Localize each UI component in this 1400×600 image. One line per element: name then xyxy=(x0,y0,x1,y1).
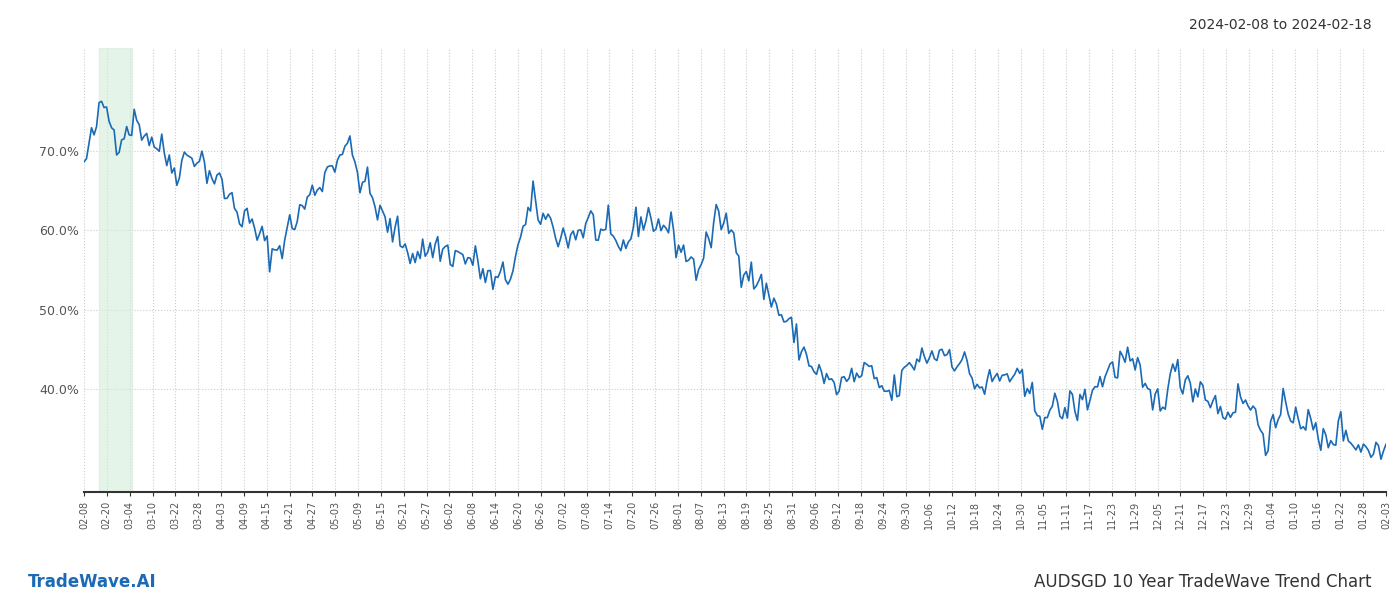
Text: AUDSGD 10 Year TradeWave Trend Chart: AUDSGD 10 Year TradeWave Trend Chart xyxy=(1035,573,1372,591)
Text: 2024-02-08 to 2024-02-18: 2024-02-08 to 2024-02-18 xyxy=(1190,18,1372,32)
Text: TradeWave.AI: TradeWave.AI xyxy=(28,573,157,591)
Bar xyxy=(99,48,132,492)
